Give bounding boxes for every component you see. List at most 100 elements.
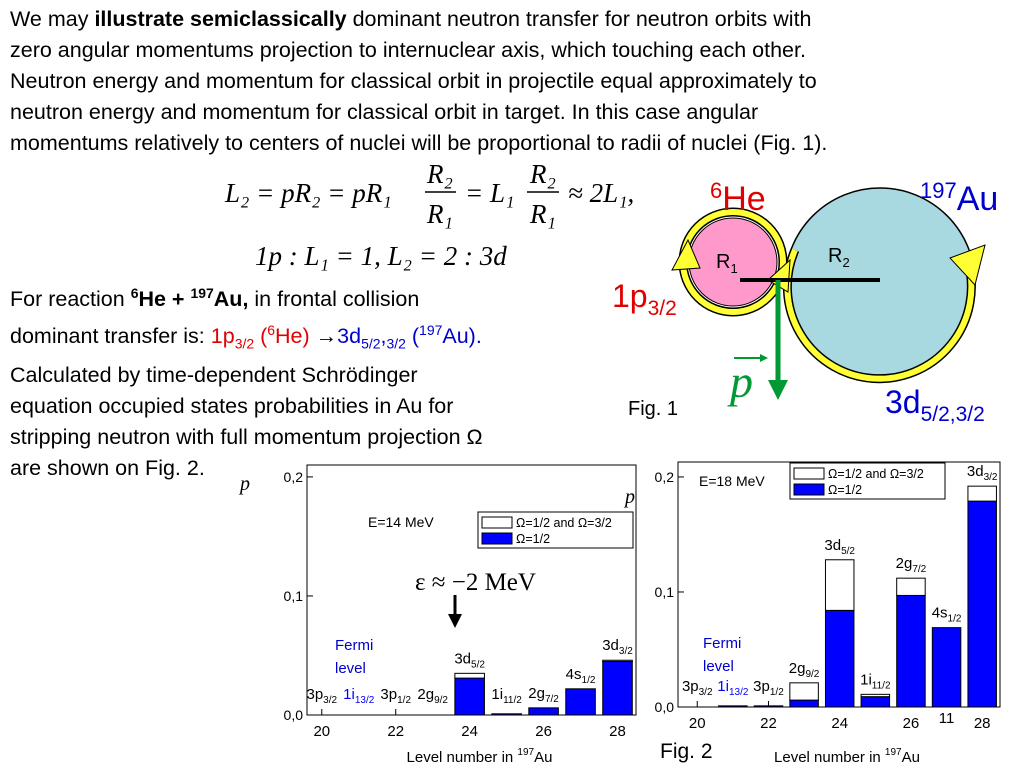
fermi-label: Fermi <box>335 637 373 654</box>
label: 197Au <box>920 178 998 218</box>
sup: 197 <box>517 747 534 758</box>
level-name: 4s <box>566 666 582 683</box>
line: neutron energy and momentum for classica… <box>10 100 759 124</box>
sub: 5/2,3/2 <box>921 403 985 426</box>
level-label: 3d5/2 <box>454 650 485 670</box>
formula-part: L₂ = pR₂ = pR₁ <box>224 178 392 208</box>
legend-label: Ω=1/2 and Ω=3/2 <box>828 467 924 481</box>
text: Au <box>957 180 999 218</box>
text: Au <box>902 749 920 766</box>
text: dominant transfer is: <box>10 324 211 349</box>
level-sub: 3/2 <box>984 472 998 483</box>
legend-swatch <box>793 467 825 480</box>
text: , <box>380 324 387 349</box>
bar <box>896 594 926 708</box>
level-name: 3p <box>306 686 323 703</box>
bar <box>931 627 962 708</box>
level-sub: 1/2 <box>397 695 411 706</box>
x-tick-label: 20 <box>689 715 706 732</box>
line: stripping neutron with full momentum pro… <box>10 424 483 449</box>
denominator: R₁ <box>426 199 453 229</box>
level-sub: 1/2 <box>770 687 784 698</box>
level-label: 4s1/2 <box>566 666 596 686</box>
line: equation occupied states probabilities i… <box>10 393 454 418</box>
level-label: 3p1/2 <box>753 678 784 698</box>
line: Neutron energy and momentum for classica… <box>10 69 817 93</box>
x-tick-label: 22 <box>387 723 404 740</box>
bold-text: illustrate semiclassically <box>94 7 347 31</box>
bar <box>602 659 633 662</box>
y-axis-label: p <box>623 486 635 508</box>
sup: 197 <box>190 285 214 301</box>
text: He <box>722 180 765 218</box>
level-label: 3d3/2 <box>967 463 998 483</box>
level-label: 3p3/2 <box>306 686 337 706</box>
text: 3d <box>885 384 921 420</box>
label: R1 <box>716 251 738 276</box>
level-sub: 7/2 <box>545 694 559 705</box>
line: zero angular momentums projection to int… <box>10 38 806 62</box>
bar <box>454 677 485 716</box>
level-name: 2g <box>896 555 913 572</box>
text: Au <box>534 749 552 766</box>
sub: 1 <box>730 261 737 276</box>
bar <box>753 705 784 708</box>
y-tick-label: 0,2 <box>655 469 675 485</box>
level-label: 3d3/2 <box>602 637 633 657</box>
x-tick-label: 28 <box>609 723 626 740</box>
annotation: ε ≈ −2 MeV <box>415 569 536 596</box>
energy-label: E=18 MeV <box>699 473 765 489</box>
level-sub: 7/2 <box>912 564 926 575</box>
y-tick-label: 0,1 <box>284 588 304 604</box>
text: Au, <box>213 287 249 312</box>
y-tick-label: 0,2 <box>284 469 304 485</box>
formula-part: ≈ 2L₁, <box>568 178 634 208</box>
bar <box>789 699 819 708</box>
text: R <box>828 245 842 267</box>
sub: 3/2 <box>648 297 677 320</box>
bar <box>967 485 997 502</box>
text: For reaction <box>10 287 131 312</box>
label: 6He <box>710 178 766 218</box>
level-sub: 9/2 <box>805 669 819 680</box>
level-label: 2g7/2 <box>528 685 559 705</box>
label: R2 <box>828 245 850 270</box>
legend-label: Ω=1/2 and Ω=3/2 <box>516 516 612 530</box>
sup: 6 <box>710 178 722 203</box>
sub: 3/2 <box>386 335 406 352</box>
fermi-label: level <box>335 660 366 677</box>
level-sub: 1/2 <box>582 675 596 686</box>
bar <box>860 693 891 698</box>
intro: We may illustrate semiclassically domina… <box>10 4 827 159</box>
text: R <box>716 251 730 273</box>
bar <box>718 705 748 708</box>
caption: Fig. 1 <box>628 398 678 420</box>
arrow-head <box>448 614 462 628</box>
level-name: 3d <box>602 637 619 654</box>
label: 1p3/2 <box>612 278 677 320</box>
level-name: 2g <box>417 686 434 703</box>
x-tick-label: 22 <box>760 715 777 732</box>
text: 1p <box>210 324 235 349</box>
level-name: 3p <box>380 686 397 703</box>
y-axis-label: p <box>238 473 250 495</box>
fermi-label: Fermi <box>703 635 741 652</box>
x-tick-label: 26 <box>903 715 920 732</box>
reaction: For reaction 6He + 197Au, in frontal col… <box>10 278 483 484</box>
bar <box>789 682 819 701</box>
formula: L₂ = pR₂ = pR₁ R₂ R₁ = L₁ R₂ R₁ ≈ 2L₁, 1… <box>224 159 634 271</box>
bar <box>896 577 926 596</box>
level-label: 1i13/2 <box>717 678 749 698</box>
bar <box>491 713 522 716</box>
text: He) <box>275 324 316 349</box>
text: in frontal collision <box>248 287 420 312</box>
legend-swatch <box>481 516 513 529</box>
bar <box>824 559 855 611</box>
text: Au). <box>442 324 482 349</box>
level-name: 3d <box>824 537 841 554</box>
legend-swatch <box>481 532 513 545</box>
level-sub: 3/2 <box>323 695 337 706</box>
x-tick-label: 20 <box>313 723 330 740</box>
bar <box>602 660 633 716</box>
